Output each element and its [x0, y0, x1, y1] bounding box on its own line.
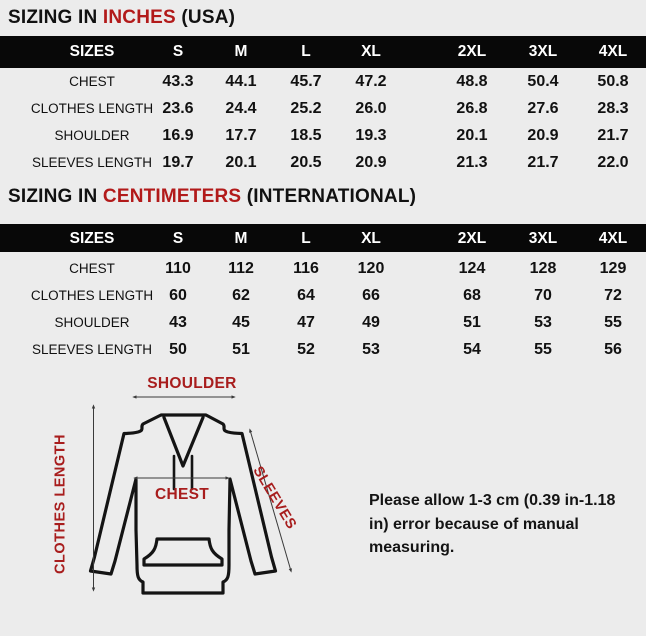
- svg-text:SHOULDER: SHOULDER: [147, 375, 236, 392]
- svg-text:CLOTHES LENGTH: CLOTHES LENGTH: [53, 434, 69, 574]
- svg-text:CHEST: CHEST: [155, 486, 209, 503]
